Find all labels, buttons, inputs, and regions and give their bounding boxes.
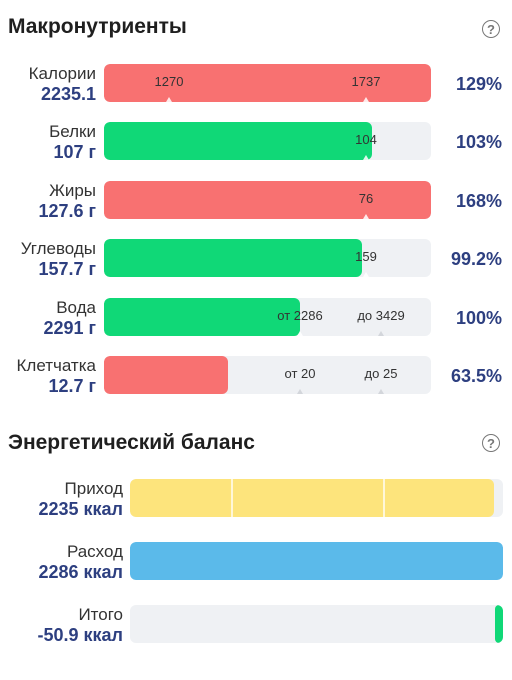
row-name: Углеводы <box>20 239 96 258</box>
water-percent: 100% <box>455 308 502 328</box>
row-name: Итого <box>78 605 123 624</box>
energy-title: Энергетический баланс <box>8 431 255 454</box>
water-fill <box>104 298 301 336</box>
row-value: 157.7 г <box>38 259 96 279</box>
expense-label: Расход 2286 ккал <box>38 542 123 582</box>
calories-bar: 1270 1737 <box>104 64 431 102</box>
fiber-fill <box>104 356 229 394</box>
water-bar: от 2286 до 3429 <box>104 298 431 336</box>
expense-bar <box>130 542 503 580</box>
total-fill <box>495 605 503 643</box>
carbs-percent: 99.2% <box>450 249 502 269</box>
tick <box>363 214 369 219</box>
calories-marker-min: 1270 <box>154 74 184 89</box>
fat-percent: 168% <box>455 191 502 211</box>
tick <box>363 272 369 277</box>
row-value: 2291 г <box>43 318 96 338</box>
tick <box>363 97 369 102</box>
row-value: -50.9 ккал <box>37 625 124 645</box>
protein-label: Белки 107 г <box>49 122 96 162</box>
tick <box>363 155 369 160</box>
protein-bar: 104 <box>104 122 431 160</box>
tick <box>297 331 303 336</box>
row-name: Приход <box>64 479 123 498</box>
row-value: 12.7 г <box>48 376 96 396</box>
tick <box>378 331 384 336</box>
fat-bar: 76 <box>104 181 431 219</box>
protein-marker: 104 <box>355 132 377 147</box>
water-marker-max: до 3429 <box>357 308 405 323</box>
carbs-marker: 159 <box>355 249 377 264</box>
expense-fill <box>130 542 503 580</box>
total-bar <box>130 605 503 643</box>
divider <box>383 479 385 517</box>
row-name: Расход <box>66 542 123 561</box>
macros-help-icon[interactable]: ? <box>482 20 500 38</box>
carbs-fill <box>104 239 363 277</box>
calories-percent: 129% <box>455 74 502 94</box>
row-value: 2235.1 <box>40 84 96 104</box>
row-value: 2235 ккал <box>38 499 123 519</box>
fiber-bar: от 20 до 25 <box>104 356 431 394</box>
fiber-percent: 63.5% <box>450 366 502 386</box>
total-label: Итого -50.9 ккал <box>38 605 124 645</box>
tick <box>166 97 172 102</box>
protein-percent: 103% <box>455 132 502 152</box>
fiber-marker-min: от 20 <box>284 366 316 381</box>
fiber-label: Клетчатка 12.7 г <box>17 356 97 396</box>
row-name: Клетчатка <box>16 356 97 375</box>
tick <box>378 389 384 394</box>
row-value: 107 г <box>53 142 96 162</box>
carbs-label: Углеводы 157.7 г <box>21 239 96 279</box>
row-name: Вода <box>56 298 96 317</box>
water-marker-min: от 2286 <box>277 308 323 323</box>
fiber-marker-max: до 25 <box>364 366 398 381</box>
energy-help-icon[interactable]: ? <box>482 434 500 452</box>
intake-bar <box>130 479 503 517</box>
macros-title: Макронутриенты <box>8 15 187 38</box>
calories-fill <box>104 64 431 102</box>
tick <box>297 389 303 394</box>
row-value: 127.6 г <box>38 201 96 221</box>
row-value: 2286 ккал <box>38 562 123 582</box>
row-name: Калории <box>28 64 96 83</box>
calories-label: Калории 2235.1 <box>29 64 96 104</box>
calories-marker-max: 1737 <box>351 74 381 89</box>
protein-fill <box>104 122 373 160</box>
divider <box>231 479 233 517</box>
fat-label: Жиры 127.6 г <box>38 181 96 221</box>
row-name: Жиры <box>49 181 96 200</box>
fat-fill <box>104 181 431 219</box>
intake-fill <box>130 479 494 517</box>
row-name: Белки <box>49 122 96 141</box>
fat-marker: 76 <box>358 191 374 206</box>
carbs-bar: 159 <box>104 239 431 277</box>
intake-label: Приход 2235 ккал <box>38 479 123 519</box>
water-label: Вода 2291 г <box>43 298 96 338</box>
